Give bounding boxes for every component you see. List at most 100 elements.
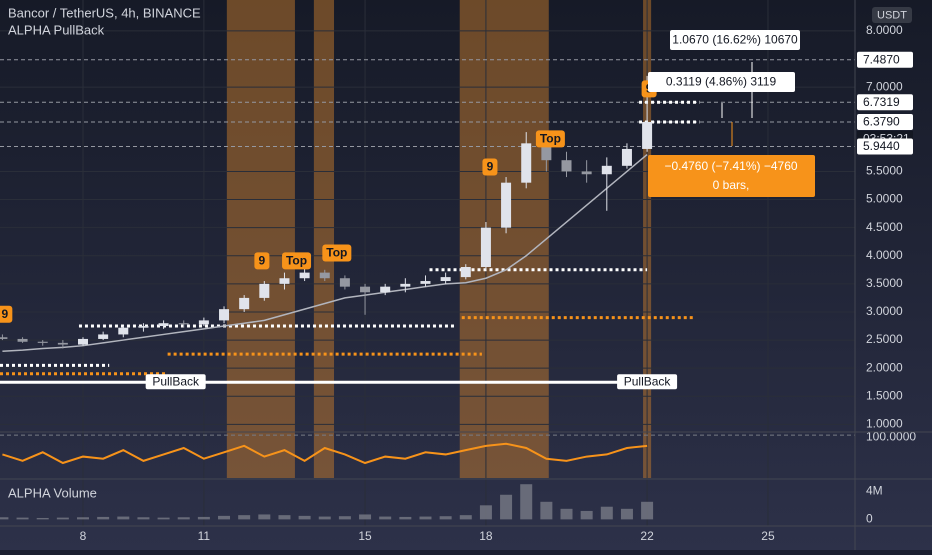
signal-marker <box>535 130 565 148</box>
signal-label: 9 <box>487 160 494 174</box>
candle-body <box>621 148 632 166</box>
highlight-band <box>226 0 295 478</box>
measure-box <box>648 155 815 197</box>
currency: USDT <box>877 9 907 21</box>
y-tick-label: 2.0000 <box>866 360 903 374</box>
volume-bar <box>218 515 231 520</box>
price-tag-label: 6.7319 <box>863 95 900 109</box>
plot-layer: 8.0000 7.0000 5.5000 5.0000 4.5000 4.0000 3.50… <box>0 0 916 543</box>
candle-body <box>118 327 129 335</box>
candle-body <box>561 160 572 172</box>
candle-body <box>541 143 552 161</box>
volume-bar <box>298 515 311 520</box>
candle-body <box>219 309 230 321</box>
volume-bar <box>258 514 271 520</box>
volume-bar <box>56 517 69 520</box>
signal-label: 9 <box>259 254 266 268</box>
indicator-name: ALPHA PullBack <box>8 22 105 37</box>
x-tick-label: 25 <box>761 529 775 543</box>
price-tag <box>857 51 913 68</box>
pullback-tag <box>617 374 678 390</box>
signal-marker <box>0 305 13 323</box>
candle-body <box>460 266 471 278</box>
candle-body <box>138 326 149 328</box>
x-tick-label: 11 <box>198 529 211 543</box>
volume-bar <box>500 494 513 520</box>
signal-label: 9 <box>1 307 8 321</box>
candle-body <box>480 227 491 267</box>
price-tag <box>857 114 913 131</box>
oscillator-line <box>2 442 648 465</box>
candle-body <box>601 165 612 175</box>
candle-body <box>319 272 330 279</box>
candle-body <box>642 121 653 149</box>
volume-bar <box>77 517 90 520</box>
oscillator-tick-label: 100.0000 <box>866 429 916 443</box>
volume-tick-label: 0 <box>866 512 873 526</box>
price-tag <box>857 94 913 111</box>
candle-body <box>339 278 350 287</box>
candle-body <box>299 272 310 279</box>
y-tick-label: 3.5000 <box>866 276 903 290</box>
volume-bar <box>459 515 472 520</box>
candle-body <box>581 171 592 175</box>
candle-body <box>57 342 68 345</box>
signal-marker <box>322 244 352 262</box>
y-tick-label: 1.0000 <box>866 417 903 431</box>
volume-bar <box>520 484 533 520</box>
candle-body <box>198 320 209 325</box>
signal-marker <box>482 158 498 176</box>
chart-title: Bancor / TetherUS, 4h, BINANCE <box>8 5 201 20</box>
x-tick-label: 15 <box>358 529 372 543</box>
volume-bar <box>479 505 492 520</box>
price-tag-label: 7.4870 <box>863 52 900 66</box>
signal-label: Top <box>326 246 347 260</box>
volume-bar <box>338 516 351 520</box>
volume-bar <box>36 517 49 520</box>
candle-body <box>360 286 371 293</box>
candle-body <box>521 143 532 183</box>
candle-body <box>239 297 250 310</box>
y-tick-label: 4.5000 <box>866 220 903 234</box>
x-tick-label: 8 <box>80 529 87 543</box>
moving-average <box>2 153 648 353</box>
candle-body <box>98 334 109 339</box>
volume-tick-label: 4M <box>866 483 883 497</box>
price-tag <box>857 138 913 155</box>
y-tick-label: 7.0000 <box>866 79 903 93</box>
x-tick-label: 18 <box>479 529 493 543</box>
volume-bar <box>97 516 110 520</box>
volume-title: ALPHA Volume <box>8 485 97 500</box>
pullback-tag <box>145 374 206 390</box>
measure-box <box>670 30 800 50</box>
measure-text: −0.4760 (−7.41%) −4760 <box>664 159 797 173</box>
currency-badge[interactable] <box>872 7 912 23</box>
price-tag-label: 5.9440 <box>863 139 900 153</box>
volume-bar <box>177 517 190 520</box>
candle-body <box>17 338 28 342</box>
measure-text: 1.0670 (16.62%) 10670 <box>672 33 798 47</box>
candle-body <box>380 286 391 293</box>
highlight-band <box>459 0 549 478</box>
volume-bar <box>117 516 130 520</box>
y-tick-label: 5.0000 <box>866 192 903 206</box>
volume-bar <box>16 517 29 520</box>
volume-bar <box>419 516 432 520</box>
volume-bar <box>0 517 9 520</box>
y-tick-label: 1.5000 <box>866 388 903 402</box>
volume-bar <box>580 510 593 520</box>
pullback-label: PullBack <box>152 374 200 388</box>
highlight-band <box>313 0 335 478</box>
candle-body <box>158 323 169 327</box>
volume-bar <box>379 516 392 520</box>
volume-bar <box>359 514 372 520</box>
candle-body <box>440 277 451 282</box>
y-tick-label: 4.0000 <box>866 248 903 262</box>
candle-body <box>178 323 189 325</box>
candle-body <box>501 182 512 228</box>
volume-bar <box>137 517 150 520</box>
candle-body <box>420 281 431 284</box>
signal-marker <box>254 252 270 270</box>
y-tick-label: 3.0000 <box>866 304 903 318</box>
